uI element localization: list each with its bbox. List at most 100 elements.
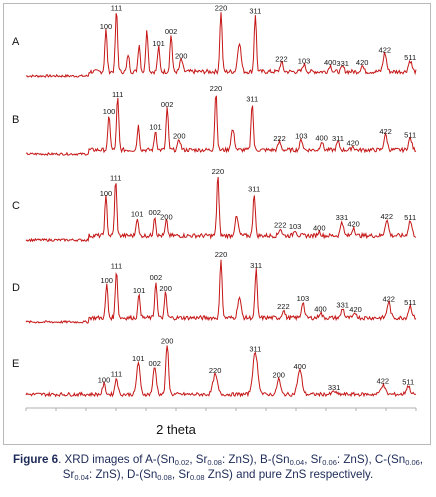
- caption-subscript: 0.08: [157, 473, 172, 482]
- peak-label-200: 200: [160, 213, 173, 222]
- caption-text: : ZnS), B-(Sn: [221, 453, 290, 466]
- caption-text: ZnS) and pure ZnS respectively.: [204, 468, 374, 481]
- caption-text: , Sr: [62, 453, 424, 481]
- caption-text: , Sr: [171, 468, 190, 481]
- peak-label-002: 002: [165, 27, 178, 36]
- caption-subscript: 0.02: [174, 458, 190, 467]
- peak-label-103: 103: [289, 222, 302, 231]
- peak-label-222: 222: [277, 302, 290, 311]
- peak-label-422: 422: [380, 212, 393, 221]
- peak-label-103: 103: [298, 57, 311, 66]
- peak-label-400: 400: [314, 305, 327, 314]
- peak-label-222: 222: [273, 134, 286, 143]
- peak-label-200: 200: [173, 132, 186, 141]
- caption-subscript: 0.04: [74, 473, 89, 482]
- peak-label-331: 331: [336, 300, 349, 309]
- caption-text: , Sr: [304, 453, 323, 466]
- peak-label-331: 331: [336, 59, 349, 68]
- figure-caption: Figure 6. XRD images of A-(Sn0.02, Sr0.0…: [6, 452, 430, 482]
- peak-label-311: 311: [249, 6, 261, 15]
- peak-label-422: 422: [377, 377, 390, 386]
- peak-label-420: 420: [349, 305, 362, 314]
- peak-label-002: 002: [161, 100, 174, 109]
- trace-a: [25, 12, 417, 78]
- peak-label-420: 420: [347, 219, 360, 228]
- peak-label-220: 220: [212, 167, 225, 176]
- caption-text: : ZnS), C-(Sn: [336, 453, 406, 466]
- peak-label-311: 311: [248, 185, 260, 194]
- caption-figure-number: Figure 6: [12, 453, 59, 466]
- peak-label-101: 101: [149, 122, 162, 131]
- caption-text: : ZnS), D-(Sn: [89, 468, 158, 481]
- panel-label-b: B: [12, 114, 19, 126]
- peak-label-222: 222: [274, 221, 287, 230]
- peak-label-511: 511: [404, 53, 416, 62]
- trace-c: [25, 176, 417, 243]
- peak-label-331: 331: [328, 383, 341, 392]
- peak-label-200: 200: [175, 52, 188, 61]
- peak-label-220: 220: [215, 250, 228, 259]
- peak-label-101: 101: [132, 354, 145, 363]
- peak-label-511: 511: [404, 298, 416, 307]
- peak-label-101: 101: [152, 39, 165, 48]
- peak-label-311: 311: [246, 94, 258, 103]
- peak-label-111: 111: [111, 261, 122, 270]
- peak-label-422: 422: [382, 294, 395, 303]
- peak-label-101: 101: [133, 286, 146, 295]
- peak-label-002: 002: [148, 359, 161, 368]
- caption-subscript: 0.04: [289, 458, 305, 467]
- peak-label-100: 100: [100, 276, 113, 285]
- peak-label-100: 100: [100, 22, 113, 31]
- panel-label-d: D: [12, 282, 20, 294]
- peak-label-331: 331: [336, 213, 349, 222]
- peak-label-111: 111: [111, 369, 122, 378]
- caption-subscript: 0.06: [405, 458, 420, 467]
- peak-label-111: 111: [112, 90, 123, 99]
- x-axis-label: 2 theta: [156, 422, 197, 437]
- peak-label-511: 511: [404, 213, 416, 222]
- peak-label-100: 100: [100, 189, 113, 198]
- trace-d: [25, 259, 417, 324]
- caption-subscript: 0.08: [189, 473, 205, 482]
- trace-e: [25, 345, 417, 398]
- peak-label-100: 100: [98, 376, 111, 385]
- peak-label-400: 400: [294, 362, 307, 371]
- peak-label-103: 103: [297, 294, 310, 303]
- peak-label-422: 422: [379, 127, 392, 136]
- peak-label-420: 420: [356, 58, 369, 67]
- figure-frame: A 100 111 101 002 200 220 311 222 103 400 331 420 422…: [3, 3, 431, 445]
- panel-label-e: E: [12, 358, 19, 370]
- peak-label-311: 311: [332, 134, 344, 143]
- caption-text: , Sr: [189, 453, 208, 466]
- peak-label-111: 111: [110, 173, 121, 182]
- peak-label-422: 422: [379, 45, 392, 54]
- caption-text: . XRD images of A-(Sn: [58, 453, 175, 466]
- caption-subscript: 0.08: [207, 458, 222, 467]
- peak-label-400: 400: [313, 224, 326, 233]
- peak-label-311: 311: [250, 261, 262, 270]
- peak-label-220: 220: [215, 4, 228, 12]
- peak-label-100: 100: [103, 107, 116, 116]
- peak-label-400: 400: [315, 133, 328, 142]
- panel-label-a: A: [12, 36, 20, 48]
- peak-label-511: 511: [402, 378, 414, 387]
- peak-label-222: 222: [275, 55, 288, 64]
- panel-label-c: C: [12, 200, 20, 212]
- peak-label-220: 220: [210, 84, 223, 93]
- peak-label-200: 200: [272, 370, 285, 379]
- peak-label-511: 511: [404, 130, 416, 139]
- peak-label-200: 200: [159, 284, 172, 293]
- peak-label-220: 220: [209, 366, 222, 375]
- peak-label-002: 002: [148, 208, 161, 217]
- peak-label-200: 200: [161, 337, 174, 346]
- peak-label-103: 103: [295, 132, 308, 141]
- peak-label-420: 420: [347, 139, 360, 148]
- peak-label-400: 400: [324, 58, 337, 67]
- peak-label-101: 101: [131, 209, 144, 218]
- peak-label-311: 311: [249, 344, 261, 353]
- peak-label-002: 002: [150, 273, 163, 282]
- peak-label-111: 111: [111, 4, 122, 12]
- trace-b: [25, 95, 417, 156]
- caption-subscript: 0.06: [322, 458, 337, 467]
